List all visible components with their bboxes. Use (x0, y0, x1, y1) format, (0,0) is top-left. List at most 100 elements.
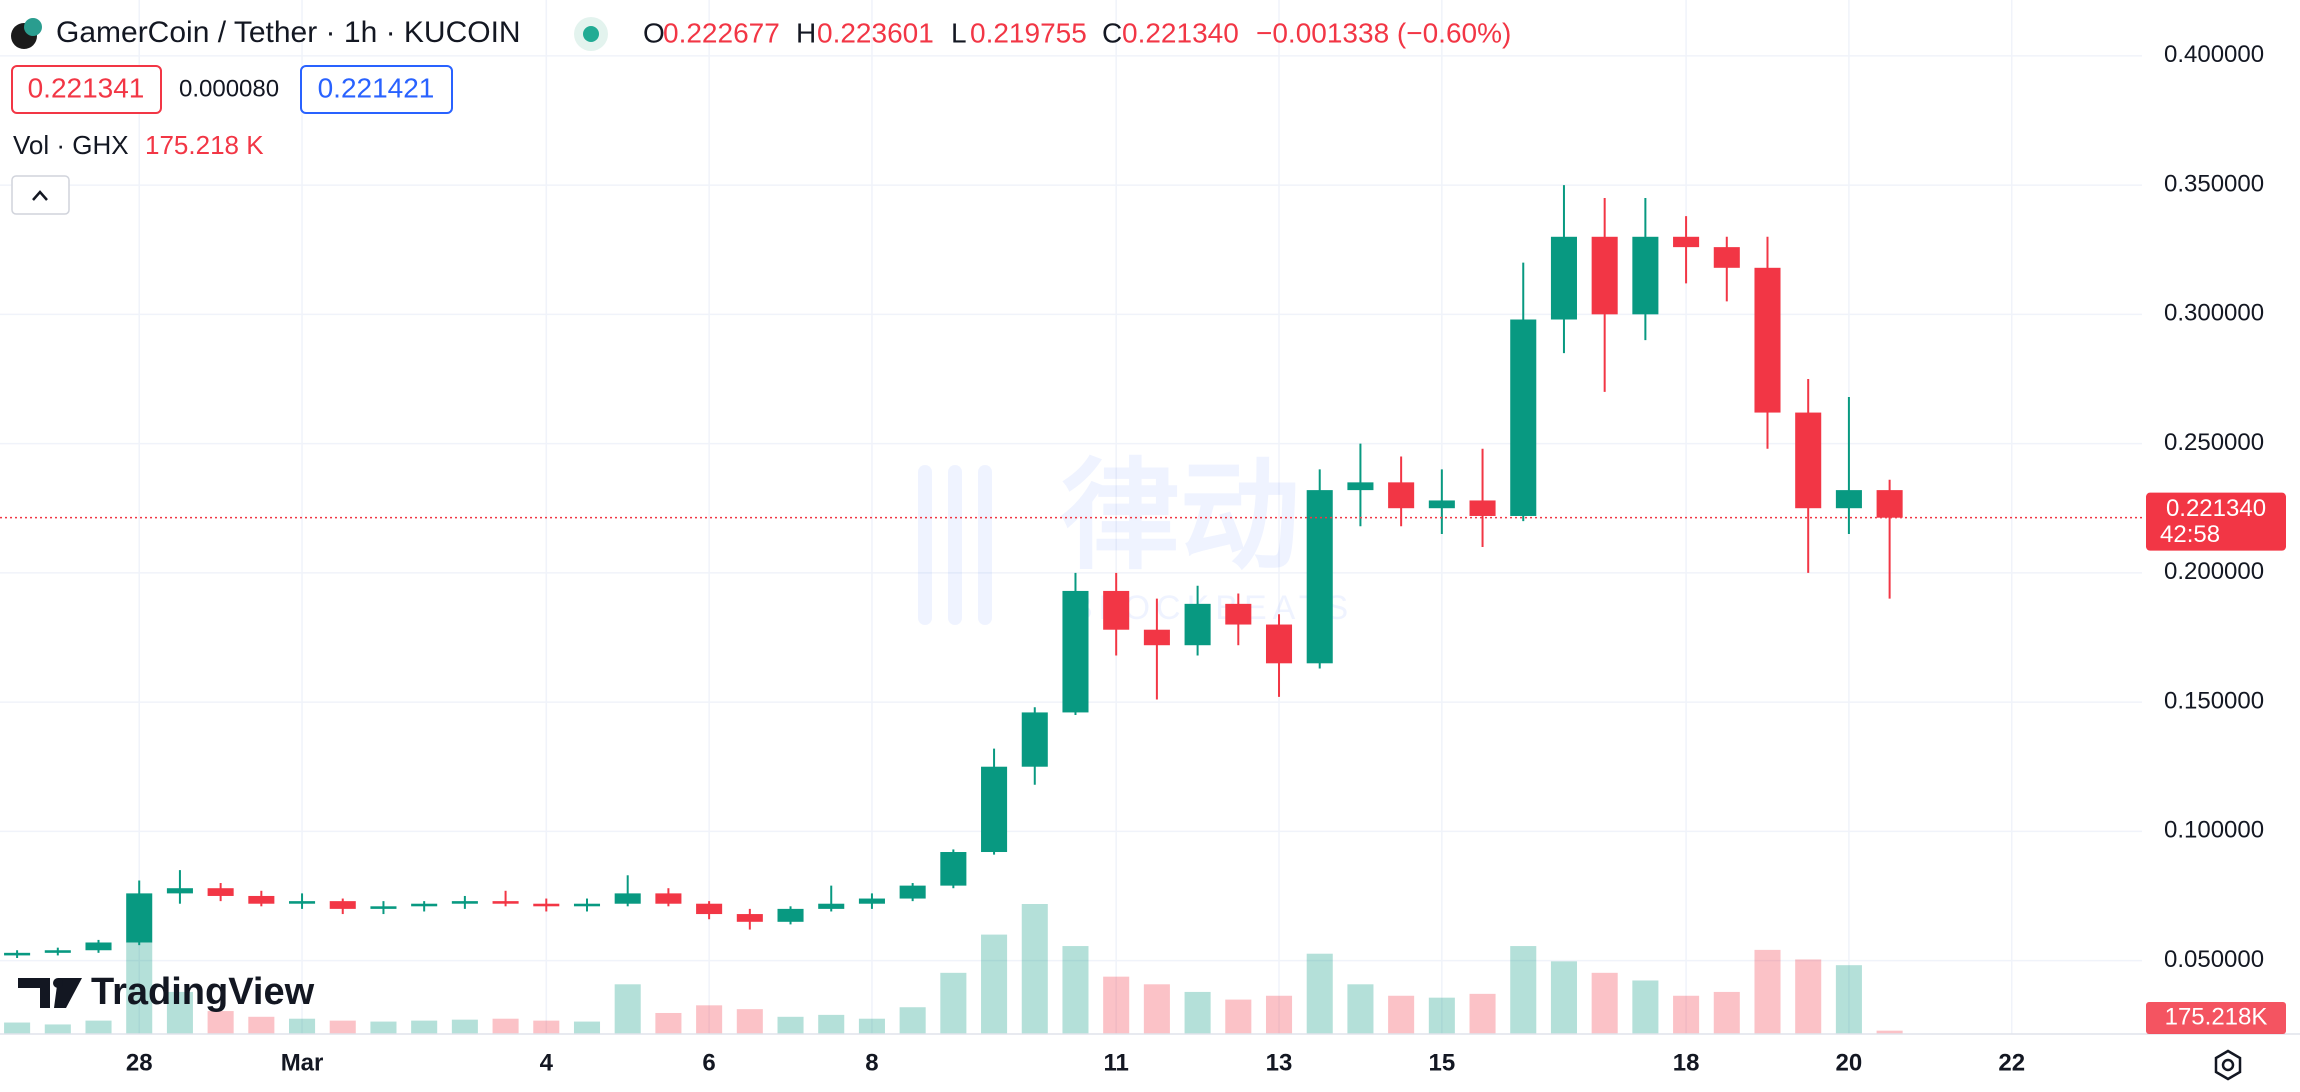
collapse-button[interactable] (11, 175, 70, 215)
volume-bar (1713, 991, 1740, 1034)
ask-box[interactable] (300, 65, 453, 114)
market-status[interactable] (583, 26, 599, 42)
volume-bar (1550, 961, 1577, 1034)
volume-bar (126, 942, 153, 1034)
candle-body (533, 903, 560, 907)
ohlc-label: O (643, 17, 665, 48)
candle-body (1632, 236, 1659, 315)
volume-bar (411, 1020, 438, 1034)
volume-bar (940, 972, 967, 1034)
y-tick-label: 0.250000 (2164, 429, 2264, 456)
candle-body (777, 908, 804, 922)
y-tick-label: 0.050000 (2164, 946, 2264, 973)
candle-body (655, 893, 682, 904)
x-tick-label: 8 (865, 1049, 878, 1076)
y-tick-label: 0.300000 (2164, 300, 2264, 327)
candle-body (858, 898, 885, 904)
volume-bar (1632, 980, 1659, 1034)
bid-box[interactable] (11, 65, 162, 114)
volume-bar (614, 984, 641, 1034)
volume-title: Vol · GHX (13, 130, 129, 160)
volume-bar (1347, 984, 1374, 1034)
volume-bar (370, 1021, 397, 1034)
settings-icon[interactable] (2214, 1049, 2242, 1081)
collapse-icon (32, 190, 48, 201)
watermark-bar (918, 465, 932, 625)
candle-body (818, 903, 845, 909)
candle-body (1510, 319, 1537, 516)
candle-body (126, 893, 153, 943)
y-tick-label: 0.200000 (2164, 558, 2264, 585)
symbol-logo (11, 18, 42, 49)
x-tick-label: Mar (281, 1049, 324, 1076)
volume-bar (1388, 995, 1415, 1034)
countdown: 42:58 (2160, 521, 2220, 548)
candle-body (1591, 236, 1618, 315)
y-tick-label: 0.400000 (2164, 41, 2264, 68)
candle-body (1103, 590, 1130, 630)
candle-body (1550, 236, 1577, 320)
volume-bar (533, 1020, 560, 1034)
volume-bar (736, 1009, 763, 1034)
volume-bar (1510, 946, 1537, 1034)
candle-body (451, 901, 478, 904)
ohlc-label: H (796, 17, 816, 48)
volume-bar (1835, 965, 1862, 1034)
volume-bar (1265, 995, 1293, 1034)
candle-body (899, 885, 926, 899)
volume-bar (1469, 993, 1496, 1034)
volume-bar (818, 1014, 845, 1034)
x-tick-label: 4 (540, 1049, 554, 1076)
bid-price: 0.221341 (28, 72, 145, 103)
volume-bar (858, 1018, 885, 1034)
volume-bar (899, 1007, 926, 1034)
ohlc-label: L (951, 17, 967, 48)
candle-body (1143, 629, 1170, 646)
y-tick-label: 0.350000 (2164, 170, 2264, 197)
y-tick-label: 0.150000 (2164, 687, 2264, 714)
volume-bar (1184, 991, 1211, 1034)
volume-bar (1306, 953, 1333, 1034)
plot-area (0, 185, 2142, 1034)
candle-body (329, 901, 356, 909)
x-tick-label: 18 (1673, 1049, 1700, 1076)
volume-bar (492, 1018, 519, 1034)
ohlc-value: 0.221340 (1122, 17, 1239, 48)
candle-body (1021, 712, 1048, 767)
candle-body (4, 952, 31, 956)
volume-bar (1673, 995, 1700, 1034)
x-tick-label: 11 (1103, 1049, 1128, 1076)
volume-value: 175.218 K (145, 130, 264, 160)
volume-bar (1428, 997, 1455, 1034)
candle-body (1835, 490, 1862, 509)
last-price-tag (2146, 492, 2286, 551)
volume-bar (777, 1016, 804, 1034)
x-tick-label: 15 (1428, 1049, 1455, 1076)
candle-body (981, 766, 1008, 853)
change-value: −0.001338 (−0.60%) (1256, 17, 1511, 48)
volume-tag-label: 175.218K (2165, 1003, 2268, 1030)
y-tick-label: 0.100000 (2164, 817, 2264, 844)
x-tick-label: 22 (1998, 1049, 2025, 1076)
brand-name[interactable]: TradingView (91, 971, 315, 1013)
ohlc-value: 0.223601 (817, 17, 934, 48)
volume-bar (1876, 1030, 1903, 1034)
symbol-title[interactable]: GamerCoin / Tether · 1h · KUCOIN (56, 16, 521, 49)
ohlc-value: 0.219755 (970, 17, 1087, 48)
candle-body (411, 903, 438, 907)
volume-bar (248, 1016, 275, 1034)
volume-bar (696, 1005, 723, 1034)
ask-price: 0.221421 (318, 72, 435, 103)
candle-body (940, 852, 967, 886)
x-tick-label: 13 (1266, 1049, 1293, 1076)
volume-bar (1591, 972, 1618, 1034)
last-price-label: 0.221340 (2166, 495, 2266, 522)
brand-logo (18, 978, 82, 1008)
volume-bar (1143, 984, 1170, 1034)
volume-bar (451, 1019, 478, 1034)
watermark-bar (948, 465, 962, 625)
candle-body (696, 903, 723, 915)
candle-body (1225, 603, 1252, 625)
x-tick-label: 28 (126, 1049, 153, 1076)
